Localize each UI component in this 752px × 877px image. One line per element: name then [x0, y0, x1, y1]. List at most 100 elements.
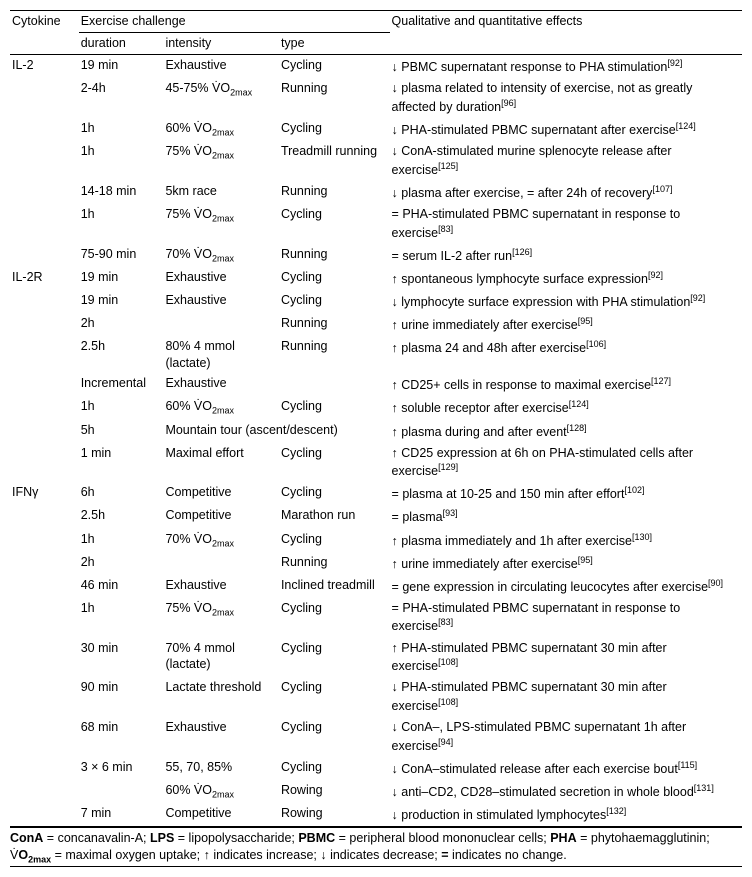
cell-effects: ↓ ConA–stimulated release after each exe… [390, 757, 742, 780]
cell-cytokine [10, 505, 79, 528]
cell-type: Cycling [279, 482, 390, 505]
cell-duration: 14-18 min [79, 181, 164, 204]
cell-effects: ↑ soluble receptor after exercise[124] [390, 396, 742, 419]
th-type: type [279, 32, 390, 54]
table-row: 75-90 min70% V̇O2maxRunning= serum IL-2 … [10, 244, 742, 267]
cell-cytokine [10, 638, 79, 678]
cell-duration: 1h [79, 204, 164, 244]
cell-type: Running [279, 181, 390, 204]
cell-duration: 2.5h [79, 336, 164, 374]
cell-intensity: 60% V̇O2max [163, 780, 279, 803]
cell-intensity: Lactate threshold [163, 677, 279, 717]
cell-cytokine [10, 780, 79, 803]
table-row: IncrementalExhaustive ↑ CD25+ cells in re… [10, 373, 742, 396]
table-row: 2.5h80% 4 mmol (lactate)Running↑ plasma … [10, 336, 742, 374]
table-row: 60% V̇O2maxRowing↓ anti–CD2, CD28–stimul… [10, 780, 742, 803]
cell-effects: ↑ PHA-stimulated PBMC supernatant 30 min… [390, 638, 742, 678]
cell-intensity-type: Mountain tour (ascent/descent) [163, 420, 389, 443]
cell-effects: ↑ spontaneous lymphocyte surface express… [390, 267, 742, 290]
cell-intensity: 70% V̇O2max [163, 244, 279, 267]
cell-type: Cycling [279, 638, 390, 678]
cell-intensity: Exhaustive [163, 575, 279, 598]
cell-effects: ↓ ConA–, LPS-stimulated PBMC supernatant… [390, 717, 742, 757]
table-row: 1h70% V̇O2maxCycling↑ plasma immediately… [10, 529, 742, 552]
cell-effects: ↓ PHA-stimulated PBMC supernatant 30 min… [390, 677, 742, 717]
cell-type: Running [279, 78, 390, 118]
cell-intensity: Exhaustive [163, 373, 279, 396]
cell-intensity [163, 552, 279, 575]
cell-type: Cycling [279, 396, 390, 419]
table-row: 1 minMaximal effortCycling↑ CD25 express… [10, 443, 742, 483]
cell-intensity: 45-75% V̇O2max [163, 78, 279, 118]
table-row: 90 minLactate thresholdCycling↓ PHA-stim… [10, 677, 742, 717]
cell-effects: = serum IL-2 after run[126] [390, 244, 742, 267]
cell-effects: ↓ ConA-stimulated murine splenocyte rele… [390, 141, 742, 181]
cell-cytokine [10, 575, 79, 598]
cell-intensity: 75% V̇O2max [163, 141, 279, 181]
cell-duration: 6h [79, 482, 164, 505]
cell-cytokine [10, 181, 79, 204]
cell-intensity: Maximal effort [163, 443, 279, 483]
cell-cytokine: IFNγ [10, 482, 79, 505]
cell-effects: = plasma[93] [390, 505, 742, 528]
cell-cytokine [10, 336, 79, 374]
cell-type: Rowing [279, 780, 390, 803]
cell-effects: = PHA-stimulated PBMC supernatant in res… [390, 598, 742, 638]
table-row: 1h75% V̇O2maxTreadmill running↓ ConA-sti… [10, 141, 742, 181]
cell-duration: 1h [79, 118, 164, 141]
cell-type: Cycling [279, 54, 390, 78]
cell-cytokine [10, 244, 79, 267]
cell-effects: ↓ PHA-stimulated PBMC supernatant after … [390, 118, 742, 141]
cell-type [279, 373, 390, 396]
cell-effects: ↓ plasma after exercise, = after 24h of … [390, 181, 742, 204]
cell-duration: 1h [79, 396, 164, 419]
table-row: 5hMountain tour (ascent/descent)↑ plasma… [10, 420, 742, 443]
cell-duration: Incremental [79, 373, 164, 396]
cell-effects: = plasma at 10-25 and 150 min after effo… [390, 482, 742, 505]
table-row: 2hRunning↑ urine immediately after exerc… [10, 552, 742, 575]
cell-type: Running [279, 552, 390, 575]
cell-effects: = PHA-stimulated PBMC supernatant in res… [390, 204, 742, 244]
cell-type: Rowing [279, 803, 390, 827]
cell-duration: 2h [79, 313, 164, 336]
cell-cytokine [10, 204, 79, 244]
table-row: IL-2R19 minExhaustiveCycling↑ spontaneou… [10, 267, 742, 290]
table-row: 2h Running↑ urine immediately after exerc… [10, 313, 742, 336]
cell-cytokine [10, 677, 79, 717]
cell-cytokine [10, 373, 79, 396]
cell-cytokine [10, 717, 79, 757]
cell-type: Inclined treadmill [279, 575, 390, 598]
cell-intensity: 70% V̇O2max [163, 529, 279, 552]
cell-duration: 7 min [79, 803, 164, 827]
th-intensity: intensity [163, 32, 279, 54]
cell-effects: ↑ CD25+ cells in response to maximal exe… [390, 373, 742, 396]
cell-cytokine [10, 420, 79, 443]
cell-intensity: 5km race [163, 181, 279, 204]
cell-type: Cycling [279, 118, 390, 141]
cell-intensity: Competitive [163, 505, 279, 528]
cell-cytokine [10, 757, 79, 780]
cell-cytokine [10, 529, 79, 552]
cell-intensity: Competitive [163, 482, 279, 505]
th-exercise: Exercise challenge [79, 11, 390, 33]
cell-duration: 90 min [79, 677, 164, 717]
cell-type: Cycling [279, 290, 390, 313]
cell-intensity: Competitive [163, 803, 279, 827]
cell-cytokine [10, 396, 79, 419]
table-row: 1h60% V̇O2maxCycling↑ soluble receptor a… [10, 396, 742, 419]
cell-cytokine [10, 141, 79, 181]
cell-intensity: 60% V̇O2max [163, 118, 279, 141]
cell-cytokine: IL-2R [10, 267, 79, 290]
th-duration: duration [79, 32, 164, 54]
cell-intensity: 70% 4 mmol (lactate) [163, 638, 279, 678]
cell-effects: ↑ plasma 24 and 48h after exercise[106] [390, 336, 742, 374]
cell-type: Cycling [279, 717, 390, 757]
cell-type: Cycling [279, 204, 390, 244]
cell-effects: ↑ urine immediately after exercise[95] [390, 313, 742, 336]
table-row: IFNγ6hCompetitiveCycling= plasma at 10-2… [10, 482, 742, 505]
cell-effects: ↓ plasma related to intensity of exercis… [390, 78, 742, 118]
cell-cytokine [10, 552, 79, 575]
cell-type: Running [279, 313, 390, 336]
cell-cytokine [10, 118, 79, 141]
cell-intensity: 75% V̇O2max [163, 204, 279, 244]
